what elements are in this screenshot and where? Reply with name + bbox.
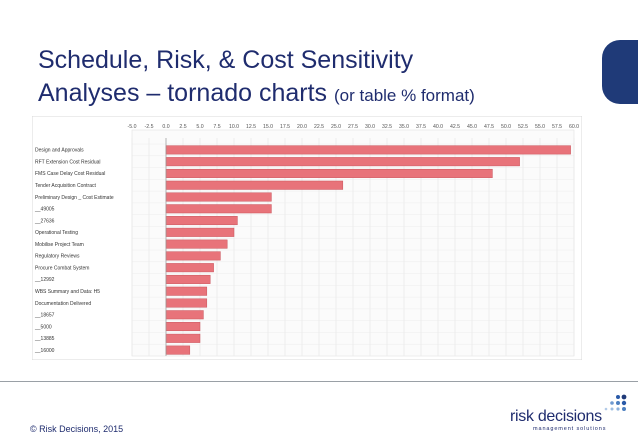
bar bbox=[165, 274, 211, 284]
x-tick-label: 40.0 bbox=[433, 124, 443, 130]
category-label: __12992 bbox=[34, 277, 55, 283]
x-tick-label: 35.0 bbox=[399, 124, 409, 130]
logo-dots-icon bbox=[604, 394, 627, 411]
logo-name: risk decisions bbox=[510, 408, 602, 425]
category-label: Tender Acquisition Contract bbox=[35, 183, 96, 189]
x-tick-label: 10.0 bbox=[229, 124, 239, 130]
x-tick-label: 32.5 bbox=[382, 124, 392, 130]
category-label: Design and Approvals bbox=[35, 148, 84, 154]
bar bbox=[165, 180, 344, 190]
title-note: (or table % format) bbox=[334, 86, 475, 105]
x-tick-label: 52.5 bbox=[518, 124, 528, 130]
x-tick-label: 0.0 bbox=[162, 124, 169, 130]
title-main-text: Analyses – tornado charts bbox=[38, 79, 328, 107]
title-line-2: Analyses – tornado charts (or table % fo… bbox=[38, 77, 475, 112]
x-tick-label: 57.5 bbox=[552, 124, 562, 130]
x-tick-label: 60.0 bbox=[569, 124, 579, 130]
category-label: Preliminary Design _ Cost Estimate bbox=[35, 195, 114, 201]
bar bbox=[165, 345, 191, 355]
bar bbox=[165, 204, 272, 214]
category-label: __49005 bbox=[34, 207, 55, 213]
x-tick-label: 50.0 bbox=[501, 124, 511, 130]
copyright-text: © Risk Decisions, 2015 bbox=[30, 424, 124, 434]
x-tick-label: 12.5 bbox=[246, 124, 256, 130]
bar bbox=[165, 227, 235, 237]
bar bbox=[165, 168, 493, 178]
bar bbox=[165, 263, 214, 273]
category-label: __13885 bbox=[34, 336, 55, 342]
title-line-1: Schedule, Risk, & Cost Sensitivity bbox=[38, 46, 414, 74]
category-label: Procure Combat System bbox=[35, 265, 89, 271]
bar bbox=[165, 310, 204, 320]
x-tick-label: 15.0 bbox=[263, 124, 273, 130]
category-label: Mobilise Project Team bbox=[35, 242, 84, 248]
slide-title: Schedule, Risk, & Cost Sensitivity Analy… bbox=[38, 44, 475, 112]
category-label: Documentation Delivered bbox=[35, 301, 91, 307]
category-label: WBS Summary and Data: H5 bbox=[35, 289, 100, 295]
category-label: FMS Case Delay Cost Residual bbox=[35, 171, 105, 177]
x-tick-label: 20.0 bbox=[297, 124, 307, 130]
x-tick-label: 27.5 bbox=[348, 124, 358, 130]
category-label: __27636 bbox=[34, 218, 55, 224]
x-tick-label: 2.5 bbox=[179, 124, 186, 130]
bar bbox=[165, 145, 571, 155]
bar bbox=[165, 216, 238, 226]
bar bbox=[165, 192, 272, 202]
slide-accent-tab bbox=[602, 40, 638, 104]
bar bbox=[165, 322, 201, 332]
category-label: __5000 bbox=[34, 324, 52, 330]
x-tick-label: 37.5 bbox=[416, 124, 426, 130]
x-tick-label: 5.0 bbox=[196, 124, 203, 130]
footer-divider bbox=[0, 381, 638, 382]
x-tick-label: 55.0 bbox=[535, 124, 545, 130]
x-tick-label: 45.0 bbox=[467, 124, 477, 130]
x-tick-label: 22.5 bbox=[314, 124, 324, 130]
x-tick-label: 47.5 bbox=[484, 124, 494, 130]
x-tick-label: 7.5 bbox=[213, 124, 220, 130]
category-label: __18657 bbox=[34, 313, 55, 319]
category-label: Operational Testing bbox=[35, 230, 78, 236]
x-tick-label: 30.0 bbox=[365, 124, 375, 130]
bar bbox=[165, 239, 228, 249]
x-tick-label: 17.5 bbox=[280, 124, 290, 130]
x-tick-label: -2.5 bbox=[145, 124, 154, 130]
bar bbox=[165, 157, 520, 167]
company-logo: risk decisions management solutions bbox=[510, 392, 632, 438]
x-tick-label: 42.5 bbox=[450, 124, 460, 130]
x-tick-label: -5.0 bbox=[128, 124, 137, 130]
x-tick-label: 25.0 bbox=[331, 124, 341, 130]
bar bbox=[165, 333, 201, 343]
tornado-chart: -5.0 -2.5 0.0 2.5 5.0 7.5 10.0 12.5 15.0 17.5 20.0… bbox=[32, 116, 582, 360]
logo-tagline: management solutions bbox=[533, 426, 607, 432]
category-label: RFT Extension Cost Residual bbox=[35, 159, 101, 165]
bar bbox=[165, 251, 221, 261]
category-label: Regulatory Reviews bbox=[35, 254, 80, 260]
bar bbox=[165, 298, 208, 308]
category-label: __16000 bbox=[34, 348, 55, 354]
bar bbox=[165, 286, 208, 296]
